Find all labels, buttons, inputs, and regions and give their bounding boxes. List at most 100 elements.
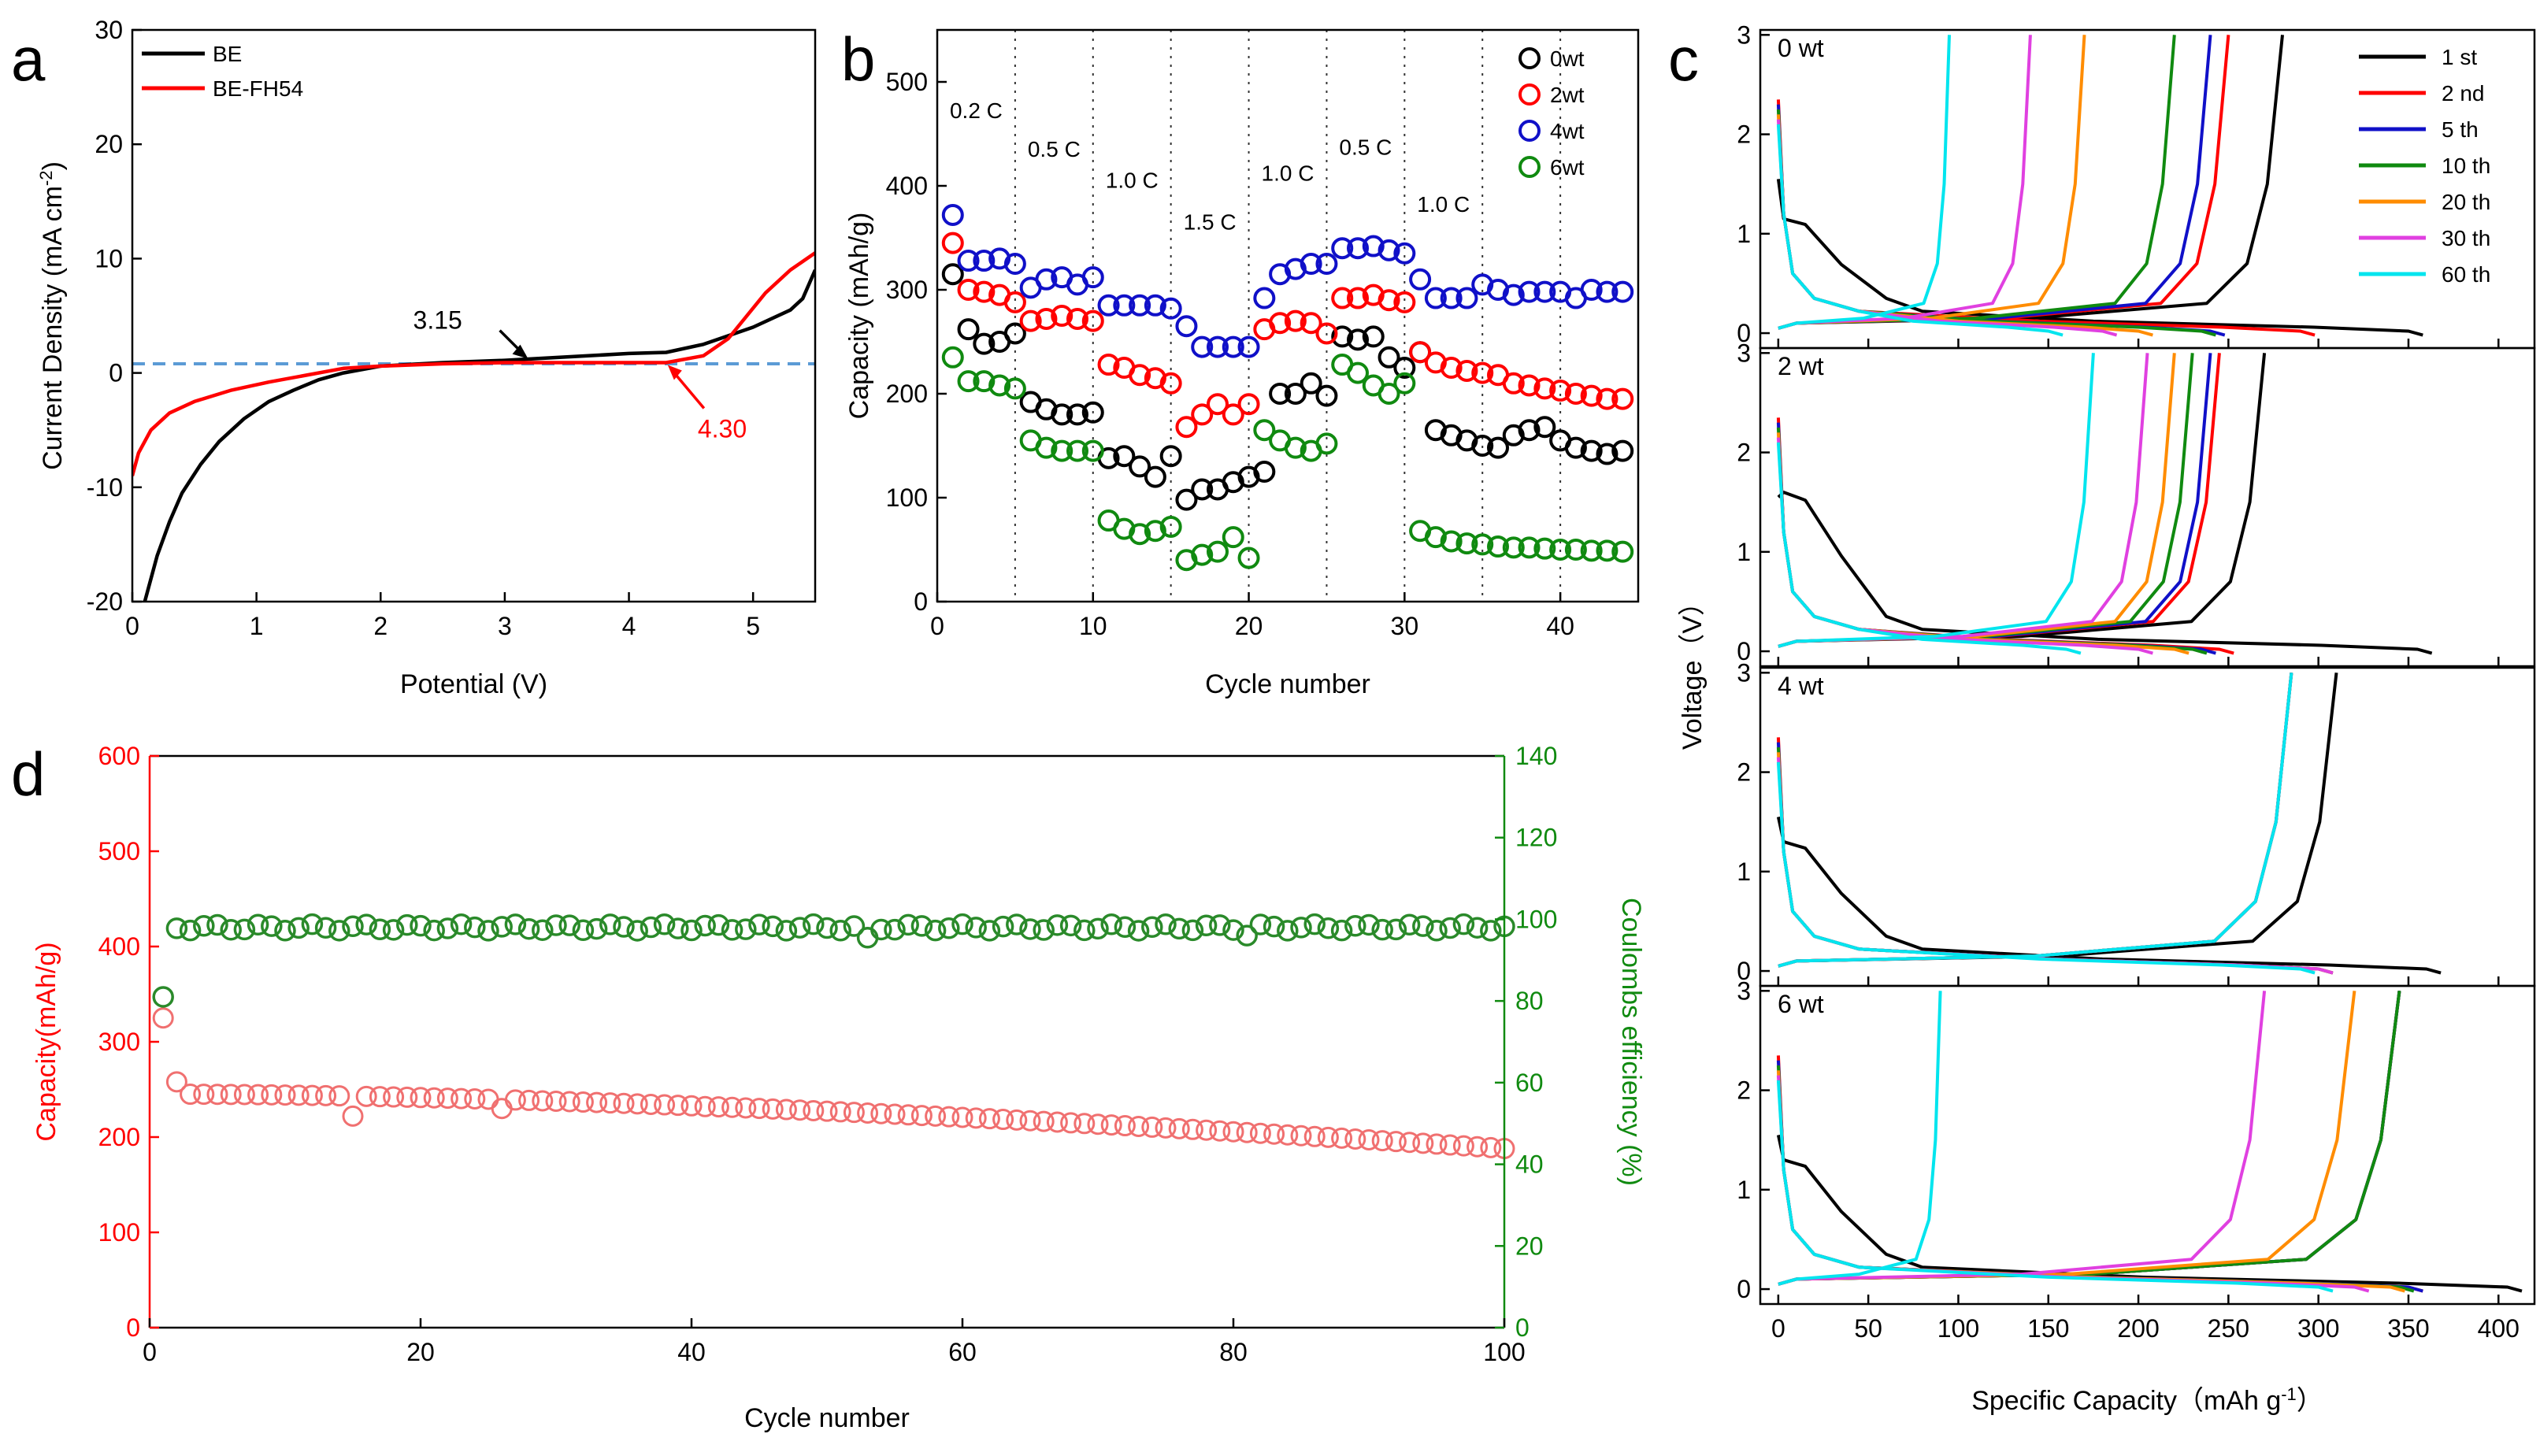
efficiency-point <box>1155 913 1177 935</box>
panel-c-frame-3 <box>1759 984 2536 1306</box>
c0-y-tick-label: 0 <box>1737 319 1751 347</box>
discharge-curve-2 <box>1776 104 2226 337</box>
capacity-point <box>694 1095 716 1117</box>
d-y-tick-label: 0 <box>126 1313 140 1342</box>
point-2wt <box>1269 312 1292 335</box>
efficiency-point <box>1236 924 1258 947</box>
point-4wt <box>1237 335 1260 358</box>
charge-curve-1 <box>1778 353 2221 648</box>
b-y-tick-label: 0 <box>914 587 928 616</box>
capacity-point <box>910 1105 933 1127</box>
point-6wt <box>988 374 1011 397</box>
capacity-point <box>1033 1110 1055 1132</box>
d-x-tick-label: 100 <box>1483 1338 1525 1366</box>
d-y-axis-label-part: Capacity(mAh/g) <box>32 942 61 1141</box>
efficiency-point <box>1114 916 1137 939</box>
charge-curve-1 <box>1778 672 2293 968</box>
capacity-point <box>410 1087 432 1109</box>
efficiency-point <box>314 917 337 939</box>
point-4wt <box>1440 287 1463 309</box>
d-y2-axis-label-part: Coulombs efficiency (%) <box>1616 898 1646 1186</box>
efficiency-point <box>992 915 1014 938</box>
capacity-point <box>193 1084 215 1106</box>
c0-y-tick-label: 3 <box>1737 20 1751 49</box>
capacity-point <box>301 1084 323 1106</box>
point-4wt <box>1378 239 1400 261</box>
charge-curve-4 <box>1778 672 2293 968</box>
efficiency-point <box>924 919 947 942</box>
c3-y-tick-label: 2 <box>1737 1076 1751 1105</box>
point-0wt <box>941 263 964 286</box>
point-6wt <box>1315 432 1338 455</box>
c0-y-tick-label: 1 <box>1737 220 1751 248</box>
d-y-tick-label: 600 <box>98 742 140 770</box>
efficiency-point <box>626 920 648 942</box>
point-0wt <box>1611 439 1634 462</box>
efficiency-point <box>1263 915 1285 938</box>
capacity-point <box>1114 1115 1136 1137</box>
efficiency-point <box>464 916 486 939</box>
charge-curve-6 <box>1778 353 2095 648</box>
capacity-point <box>1209 1120 1231 1142</box>
c2-y-tick-label: 3 <box>1737 658 1751 687</box>
capacity-point <box>152 1007 174 1029</box>
capacity-point <box>558 1091 580 1113</box>
efficiency-point <box>436 917 459 939</box>
capacity-point <box>978 1108 1000 1130</box>
efficiency-point <box>1398 913 1421 936</box>
point-4wt <box>1097 294 1120 317</box>
capacity-point <box>206 1084 228 1106</box>
d-y-tick-label: 100 <box>98 1218 140 1247</box>
point-0wt <box>1159 445 1182 468</box>
efficiency-point <box>572 919 595 942</box>
legend-label-6wt: 6wt <box>1550 155 1585 180</box>
capacity-point <box>829 1101 851 1123</box>
b-x-tick-label: 40 <box>1546 612 1574 640</box>
efficiency-point <box>1046 914 1069 936</box>
legend-marker-0wt <box>1518 47 1541 69</box>
c1-y-tick-label: 3 <box>1737 339 1751 367</box>
capacity-point <box>1358 1129 1380 1151</box>
efficiency-point <box>613 916 635 938</box>
point-4wt <box>1596 280 1619 303</box>
point-2wt <box>1300 312 1322 335</box>
capacity-point <box>1073 1113 1096 1135</box>
discharge-curve-2 <box>1776 742 2334 975</box>
d-y-tick-label: 300 <box>98 1028 140 1056</box>
capacity-point <box>261 1084 283 1106</box>
efficiency-point <box>1344 915 1366 937</box>
efficiency-point <box>1317 917 1340 939</box>
c3-x-tick-label: 400 <box>2478 1314 2520 1343</box>
point-4wt <box>1533 280 1556 303</box>
efficiency-point <box>517 917 540 940</box>
d-y2-tick-label: 80 <box>1515 987 1544 1015</box>
capacity-point <box>1317 1126 1339 1148</box>
panel-a-plot <box>132 251 815 602</box>
efficiency-point <box>1480 920 1502 942</box>
efficiency-point <box>803 913 825 935</box>
subplot-title-1: 2 wt <box>1778 352 1824 380</box>
point-2wt <box>1564 383 1587 405</box>
discharge-curve-2 <box>1776 422 2216 655</box>
efficiency-point <box>1222 919 1244 941</box>
efficiency-point <box>965 917 987 939</box>
efficiency-point <box>558 914 580 936</box>
point-6wt <box>1129 523 1151 546</box>
b-x-axis-label: Cycle number <box>1205 669 1370 699</box>
legend-label-BE: BE <box>213 42 242 66</box>
c-x-axis-label-sup: -1 <box>2281 1384 2297 1404</box>
capacity-point <box>518 1089 540 1111</box>
point-2wt <box>1393 291 1416 313</box>
point-2wt <box>1191 403 1214 426</box>
d-y-axis-label: Capacity(mAh/g) <box>32 942 61 1141</box>
point-6wt <box>1159 515 1182 538</box>
charge-curve-3 <box>1778 35 2176 330</box>
point-4wt <box>1424 287 1447 309</box>
point-6wt <box>973 370 996 393</box>
capacity-point <box>789 1099 811 1121</box>
a-x-tick-label: 3 <box>498 612 512 640</box>
capacity-point <box>1168 1117 1190 1139</box>
efficiency-point <box>788 917 811 939</box>
discharge-curve-3 <box>1776 1065 2415 1293</box>
